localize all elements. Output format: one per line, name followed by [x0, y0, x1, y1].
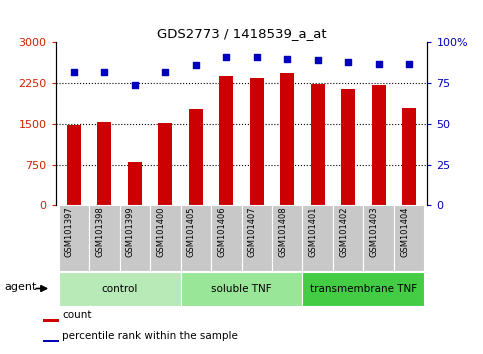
Text: GSM101406: GSM101406 — [217, 207, 226, 257]
Text: count: count — [62, 310, 92, 320]
Bar — [158, 123, 172, 205]
Text: transmembrane TNF: transmembrane TNF — [310, 284, 417, 293]
Bar — [341, 88, 355, 205]
Text: GSM101398: GSM101398 — [95, 207, 104, 257]
Point — [161, 69, 169, 75]
Point — [222, 54, 230, 60]
Point — [70, 69, 78, 75]
Point — [192, 62, 199, 68]
Text: GSM101407: GSM101407 — [248, 207, 257, 257]
Bar — [120, 205, 150, 271]
Bar — [272, 205, 302, 271]
Bar — [98, 122, 111, 205]
Text: agent: agent — [4, 282, 37, 292]
Bar — [189, 109, 203, 205]
Text: control: control — [101, 284, 138, 293]
Bar — [43, 319, 59, 322]
Point — [375, 61, 383, 67]
Text: GSM101403: GSM101403 — [369, 207, 379, 257]
Bar — [219, 76, 233, 205]
Text: GSM101402: GSM101402 — [339, 207, 348, 257]
Bar — [311, 84, 325, 205]
Bar — [302, 205, 333, 271]
Bar — [181, 272, 302, 306]
Title: GDS2773 / 1418539_a_at: GDS2773 / 1418539_a_at — [156, 27, 327, 40]
Text: GSM101400: GSM101400 — [156, 207, 165, 257]
Bar — [242, 205, 272, 271]
Bar — [128, 162, 142, 205]
Text: GSM101399: GSM101399 — [126, 207, 135, 257]
Bar — [250, 78, 264, 205]
Bar — [67, 125, 81, 205]
Bar — [372, 85, 385, 205]
Point — [100, 69, 108, 75]
Point — [405, 61, 413, 67]
Bar — [58, 205, 89, 271]
Point — [344, 59, 352, 65]
Bar — [333, 205, 363, 271]
Bar — [394, 205, 425, 271]
Bar — [302, 272, 425, 306]
Bar — [363, 205, 394, 271]
Text: soluble TNF: soluble TNF — [211, 284, 272, 293]
Text: GSM101404: GSM101404 — [400, 207, 409, 257]
Text: percentile rank within the sample: percentile rank within the sample — [62, 331, 238, 341]
Bar — [150, 205, 181, 271]
Point — [131, 82, 139, 88]
Text: GSM101397: GSM101397 — [65, 207, 74, 257]
Point — [314, 58, 322, 63]
Bar — [280, 73, 294, 205]
Point — [284, 56, 291, 62]
Text: GSM101401: GSM101401 — [309, 207, 318, 257]
Bar — [89, 205, 120, 271]
Bar — [211, 205, 242, 271]
Bar — [181, 205, 211, 271]
Bar — [58, 272, 181, 306]
Text: GSM101405: GSM101405 — [187, 207, 196, 257]
Bar — [402, 108, 416, 205]
Point — [253, 54, 261, 60]
Bar — [43, 340, 59, 343]
Text: GSM101408: GSM101408 — [278, 207, 287, 257]
